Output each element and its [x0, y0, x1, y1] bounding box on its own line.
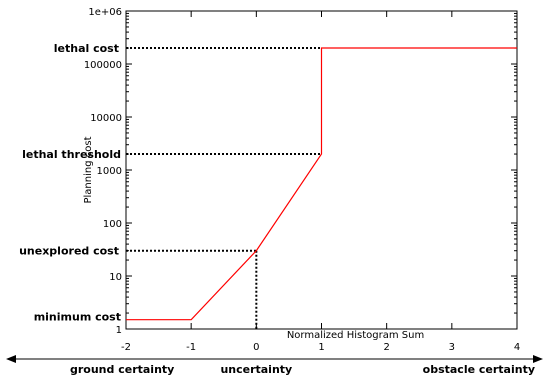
- x-tick-label: 0: [253, 342, 259, 353]
- x-tick-label: 1: [318, 342, 324, 353]
- y-tick-label: 10: [109, 272, 122, 283]
- y-tick-label: 1e+06: [88, 7, 122, 18]
- x-tick-label: -2: [121, 342, 131, 353]
- series: [125, 47, 518, 321]
- y-tick-label: 100000: [84, 60, 122, 71]
- labels: 1 10 100 1000 10000 100000 1e+06 -2 -1 0 1 2 3 4: [84, 7, 520, 353]
- y-tick-label: 100: [103, 219, 122, 230]
- y-axis-label: Planning cost: [83, 136, 94, 203]
- y-tick-label: 1: [116, 325, 122, 336]
- annotation-lines: [126, 47, 322, 329]
- x-tick-label: 2: [383, 342, 389, 353]
- lethal-cost-label: lethal cost: [54, 42, 119, 55]
- unexplored-cost-label: unexplored cost: [19, 245, 119, 258]
- x-tick-label: 3: [449, 342, 455, 353]
- obstacle-certainty-label: obstacle certainty: [423, 363, 535, 376]
- y-tick-label: 10000: [90, 113, 122, 124]
- ground-certainty-label: ground certainty: [70, 363, 174, 376]
- x-tick-label: -1: [186, 342, 196, 353]
- uncertainty-label: uncertainty: [220, 363, 292, 376]
- lethal-threshold-label: lethal threshold: [22, 148, 121, 161]
- x-axis-label: Normalized Histogram Sum: [287, 330, 424, 341]
- certainty-axis: [6, 355, 543, 363]
- left-arrow-icon: [6, 355, 16, 363]
- series-line: [126, 47, 517, 321]
- right-arrow-icon: [533, 355, 543, 363]
- axis-ticks: [125, 10, 518, 330]
- minimum-cost-label: minimum cost: [34, 311, 121, 324]
- x-tick-label: 4: [514, 342, 520, 353]
- y-tick-label: 1000: [97, 166, 122, 177]
